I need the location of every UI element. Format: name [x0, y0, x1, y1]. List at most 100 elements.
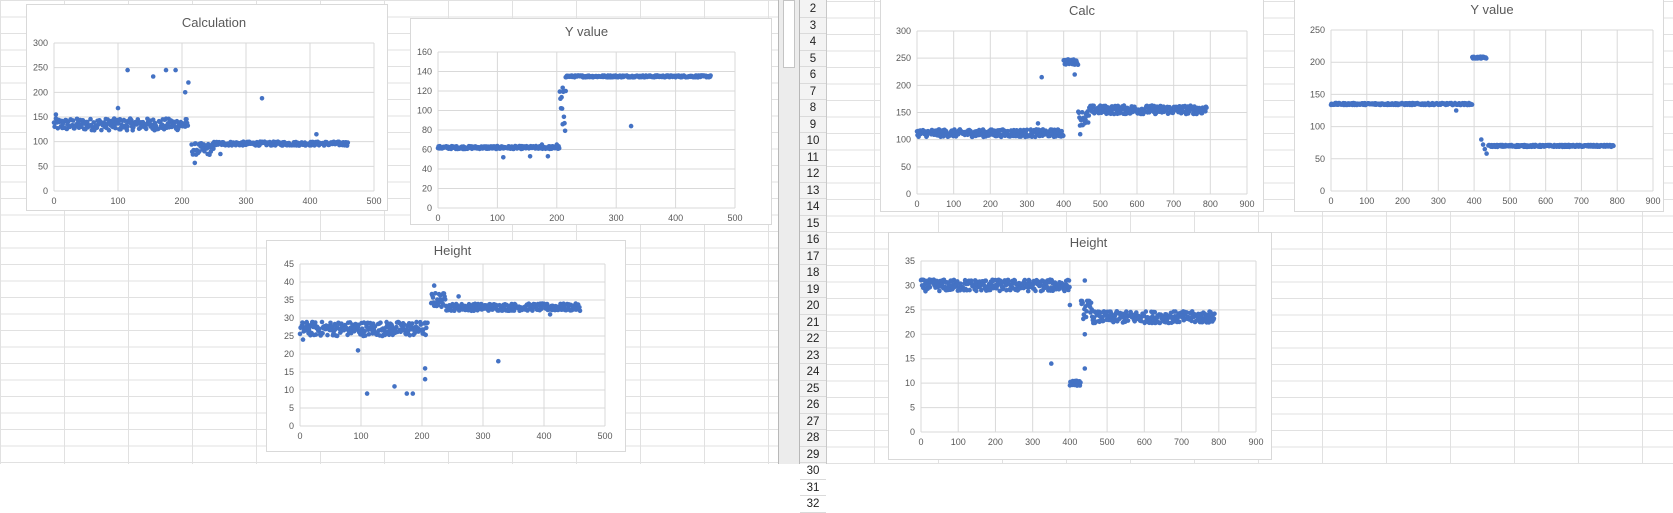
x-tick-label: 500: [727, 213, 742, 223]
row-number[interactable]: 32: [800, 496, 826, 513]
row-number[interactable]: 7: [800, 84, 826, 100]
row-number[interactable]: 24: [800, 364, 826, 381]
row-number[interactable]: 21: [800, 315, 826, 331]
data-point: [539, 142, 545, 147]
row-number[interactable]: 14: [800, 199, 826, 216]
y-tick-label: 100: [33, 137, 48, 147]
y-tick-label: 80: [422, 125, 432, 135]
y-tick-label: 100: [417, 106, 432, 116]
row-number[interactable]: 4: [800, 34, 826, 51]
x-tick-label: 100: [353, 431, 368, 441]
x-tick-label: 200: [549, 213, 564, 223]
row-number[interactable]: 13: [800, 183, 826, 199]
data-point: [1077, 131, 1083, 137]
data-point: [974, 288, 979, 294]
y-tick-label: 100: [1310, 122, 1325, 132]
row-number[interactable]: 9: [800, 117, 826, 133]
data-point: [1453, 108, 1459, 113]
data-point: [163, 67, 169, 73]
data-point: [313, 332, 319, 337]
data-point: [409, 321, 415, 326]
chart-height-left[interactable]: Height 0 5 10 15 20 25 30 35 40 45 0 100 200 300 400 500: [266, 240, 626, 452]
row-number[interactable]: 16: [800, 232, 826, 249]
row-number[interactable]: 30: [800, 463, 826, 480]
data-point: [1085, 120, 1091, 125]
data-point: [1203, 109, 1208, 114]
data-point: [355, 348, 361, 353]
x-tick-label: 300: [609, 213, 624, 223]
data-point: [113, 125, 118, 131]
chart-height-right[interactable]: Height 0 5 10 15 20 25 30 35 0 100 200 300 400 500 600 7…: [888, 232, 1272, 460]
row-number[interactable]: 19: [800, 282, 826, 298]
y-tick-label: 40: [284, 277, 294, 287]
x-tick-label: 700: [1574, 196, 1589, 206]
x-tick-label: 0: [297, 431, 302, 441]
window-splitter[interactable]: [778, 0, 800, 464]
data-point: [1479, 137, 1484, 142]
y-tick-label: 50: [901, 162, 911, 172]
data-point: [967, 287, 972, 293]
chart-calc-right[interactable]: Calc 0 50 100 150 200 250 300 0 100 200 300 400 500 60…: [880, 0, 1264, 212]
row-number[interactable]: 18: [800, 265, 826, 282]
y-tick-label: 30: [284, 313, 294, 323]
data-point: [328, 320, 333, 326]
data-point: [366, 332, 372, 337]
data-point: [345, 140, 351, 145]
x-tick-label: 100: [110, 196, 125, 206]
data-point: [1124, 309, 1129, 314]
row-number[interactable]: 2: [800, 1, 826, 18]
row-number[interactable]: 6: [800, 67, 826, 84]
data-point: [1480, 142, 1486, 147]
data-point: [211, 146, 216, 152]
row-number[interactable]: 15: [800, 216, 826, 232]
x-tick-label: 400: [668, 213, 683, 223]
row-number[interactable]: 27: [800, 414, 826, 430]
x-tick-label: 100: [490, 213, 505, 223]
row-number[interactable]: 26: [800, 397, 826, 414]
data-point: [496, 358, 501, 364]
row-number[interactable]: 31: [800, 480, 826, 496]
y-tick-label: 20: [284, 349, 294, 359]
row-number[interactable]: 17: [800, 249, 826, 265]
chart-y-value-right[interactable]: Y value 0 50 100 150 200 250 0 100 200 300 400 500 60…: [1294, 0, 1664, 212]
data-point: [1611, 143, 1616, 149]
vertical-scrollbar-thumb[interactable]: [783, 0, 795, 68]
y-tick-label: 300: [33, 38, 48, 48]
chart-calculation-left[interactable]: Calculation 0 50 100 150 200 250 300 0 100 200 300 4…: [26, 4, 388, 211]
chart-y-value-left[interactable]: Y value 0 20 40 60 80 100 120 140 160 0 100 200 300 40…: [410, 18, 772, 225]
chart-svg: Height 0 5 10 15 20 25 30 35 0 100 200 300 400 500 600 7…: [905, 235, 1264, 447]
row-number[interactable]: 22: [800, 331, 826, 348]
row-number[interactable]: 23: [800, 348, 826, 364]
row-number[interactable]: 11: [800, 150, 826, 166]
row-number[interactable]: 8: [800, 100, 826, 117]
row-number[interactable]: 5: [800, 51, 826, 67]
x-tick-label: 200: [983, 199, 998, 209]
data-point: [559, 106, 565, 111]
y-tick-label: 5: [910, 403, 915, 413]
row-number[interactable]: 12: [800, 166, 826, 183]
y-tick-label: 140: [417, 67, 432, 77]
row-number[interactable]: 29: [800, 447, 826, 463]
row-number[interactable]: 3: [800, 18, 826, 34]
row-number[interactable]: 20: [800, 298, 826, 315]
y-tick-label: 0: [43, 186, 48, 196]
data-point: [53, 112, 59, 117]
data-point: [456, 294, 461, 299]
row-number[interactable]: 25: [800, 381, 826, 397]
data-point: [1049, 361, 1054, 366]
data-point: [150, 74, 156, 79]
data-point: [1482, 146, 1488, 152]
data-point: [1080, 300, 1085, 306]
y-tick-label: 50: [38, 161, 48, 171]
x-tick-label: 800: [1610, 196, 1625, 206]
x-tick-label: 400: [1062, 437, 1077, 447]
row-number[interactable]: 28: [800, 430, 826, 447]
data-point: [983, 278, 989, 283]
x-tick-label: 800: [1203, 199, 1218, 209]
data-point: [1111, 111, 1117, 117]
data-point: [1066, 278, 1072, 283]
data-point: [1078, 380, 1083, 385]
y-tick-label: 25: [284, 331, 294, 341]
row-number[interactable]: 10: [800, 133, 826, 150]
data-point: [320, 331, 325, 336]
